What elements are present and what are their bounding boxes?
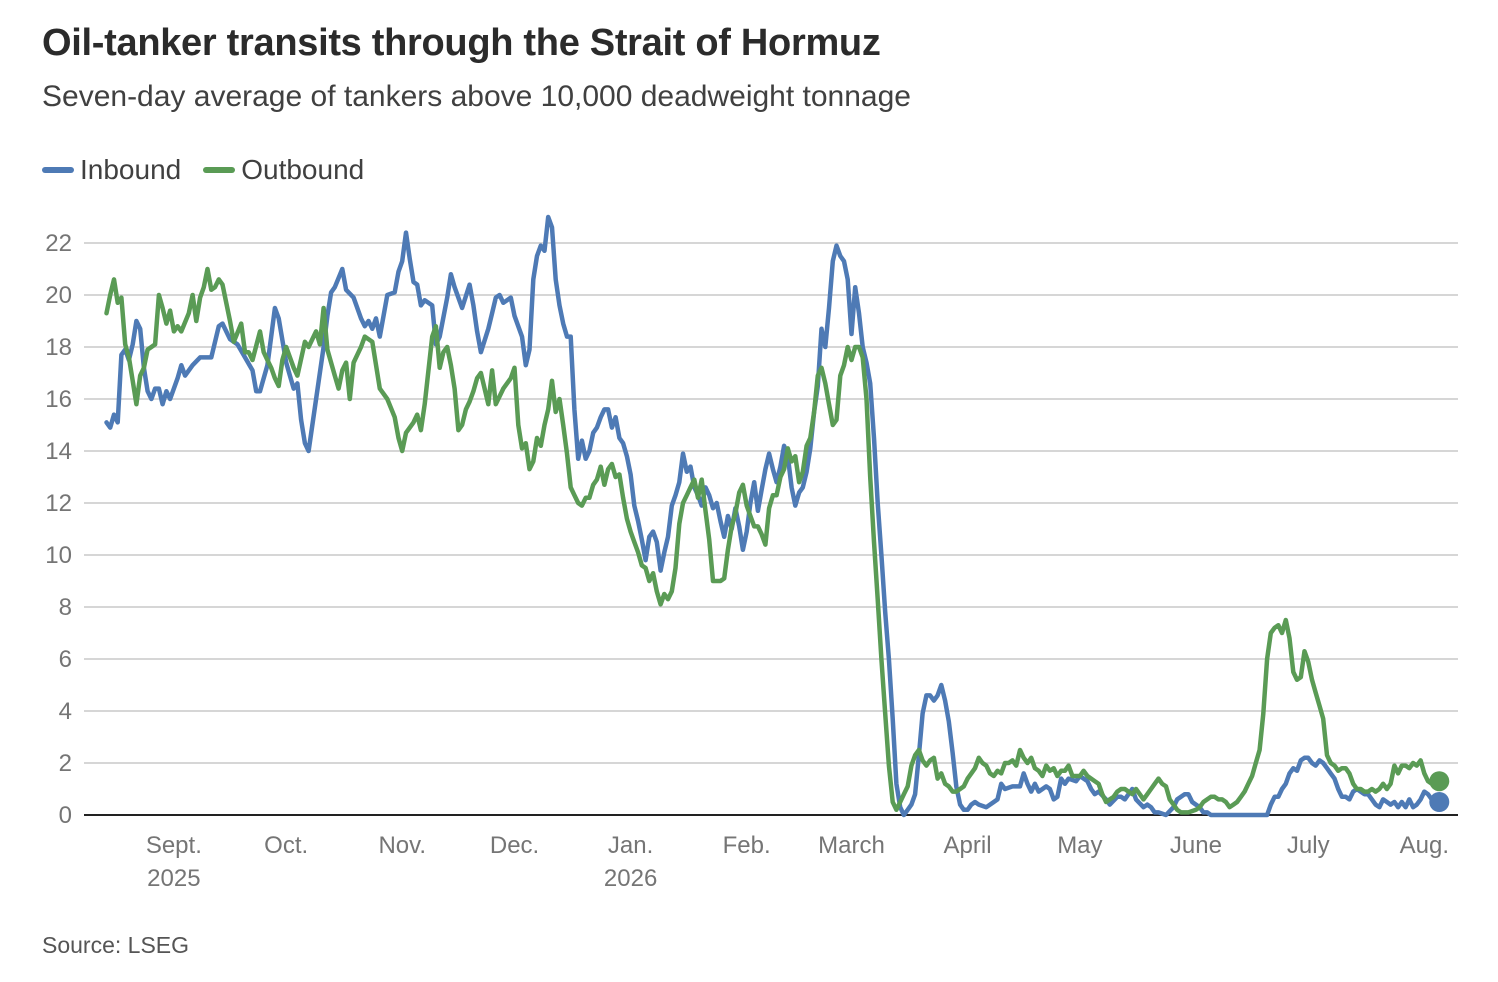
gridlines — [84, 242, 1458, 816]
x-tick-label: Oct. — [264, 832, 308, 859]
y-tick-label: 8 — [59, 594, 72, 621]
x-tick-label: Feb. — [723, 832, 771, 859]
chart-title: Oil-tanker transits through the Strait o… — [42, 22, 881, 64]
series-line-inbound — [104, 214, 1442, 818]
x-tick-label: July — [1287, 832, 1330, 859]
y-tick-label: 12 — [45, 490, 72, 517]
y-tick-label: 0 — [59, 802, 72, 829]
x-tick-label: Jan. — [608, 832, 653, 859]
legend-label-inbound: Inbound — [80, 154, 182, 185]
y-tick-label: 14 — [45, 438, 72, 465]
series-line-outbound — [104, 266, 1442, 815]
x-tick-label: Nov. — [378, 832, 426, 859]
chart-legend: Inbound Outbound — [42, 154, 386, 186]
x-tick-label: Sept. — [146, 832, 202, 859]
y-tick-label: 4 — [59, 698, 72, 725]
y-tick-label: 22 — [45, 230, 72, 257]
x-tick-label: June — [1170, 832, 1222, 859]
x-tick-label: Dec. — [490, 832, 539, 859]
y-tick-label: 20 — [45, 282, 72, 309]
x-tick-label: Aug. — [1400, 832, 1449, 859]
y-tick-label: 18 — [45, 334, 72, 361]
x-tick-year-label: 2025 — [147, 865, 200, 892]
legend-item-outbound: Outbound — [203, 154, 364, 186]
x-axis-tick-labels: Sept. 2025 Oct. Nov. Dec. Jan. 2026 Feb. March Ap… — [146, 832, 1449, 892]
y-axis-tick-labels: 0 2 4 6 8 10 12 14 16 18 20 22 — [45, 230, 72, 829]
y-tick-label: 10 — [45, 542, 72, 569]
y-tick-label: 2 — [59, 750, 72, 777]
x-tick-label: April — [944, 832, 992, 859]
legend-swatch-outbound — [203, 167, 236, 173]
x-tick-year-label: 2026 — [604, 865, 657, 892]
legend-label-outbound: Outbound — [241, 154, 365, 185]
endpoint-marker-inbound — [1429, 792, 1450, 812]
legend-swatch-inbound — [42, 167, 74, 173]
x-tick-label: March — [818, 832, 885, 859]
chart-subtitle: Seven-day average of tankers above 10,00… — [42, 80, 911, 113]
source-note: Source: LSEG — [42, 932, 190, 958]
y-tick-label: 6 — [59, 646, 72, 673]
endpoint-marker-outbound — [1429, 771, 1450, 792]
y-tick-label: 16 — [45, 386, 72, 413]
series-lines — [104, 214, 1442, 818]
series-endpoints — [1429, 771, 1450, 812]
legend-item-inbound: Inbound — [42, 154, 181, 186]
x-tick-label: May — [1057, 832, 1102, 859]
